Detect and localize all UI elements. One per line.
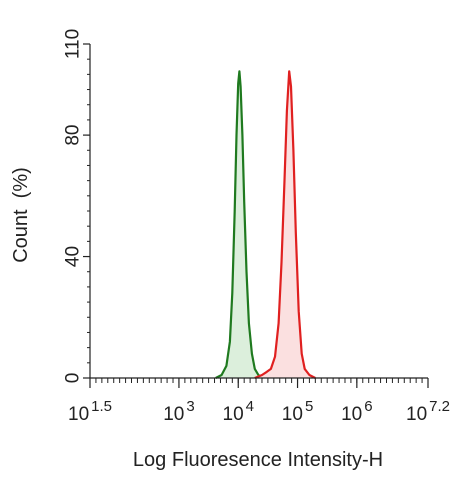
plot-area [215,70,316,380]
y-tick-label: 40 [63,246,84,267]
y-tick-label: 110 [63,29,84,59]
x-tick-label: 10 3 [163,398,194,425]
series-2-line [254,70,316,380]
x-axis-label: Log Fluoresence Intensity-H [133,449,383,471]
y-tick-label: 0 [63,373,84,384]
series-1-fill [215,71,264,379]
axes: 0 40 80 110 10 1.5 10 3 10 4 10 5 10 6 10 7.2 [63,29,451,425]
y-tick-label: 80 [63,125,84,146]
x-tick-label: 10 6 [341,398,372,425]
x-tick-label: 10 4 [223,398,254,425]
x-tick-label: 10 5 [282,398,313,425]
series-1-line [215,70,264,379]
series-2-fill [254,71,316,379]
y-axis-label: Count (%) [10,167,32,263]
x-tick-label: 10 7.2 [406,398,450,425]
x-tick-label: 10 1.5 [68,398,112,425]
